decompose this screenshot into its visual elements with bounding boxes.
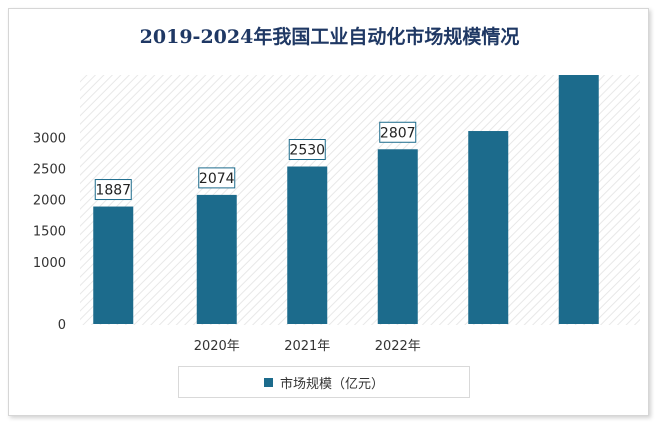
legend-swatch	[263, 377, 273, 387]
y-tick-label: 0	[58, 318, 66, 333]
bar	[468, 131, 509, 324]
y-tick-label: 2500	[33, 162, 66, 177]
chart-title: 2019-2024年我国工业自动化市场规模情况	[139, 26, 520, 48]
y-tick-label: 2000	[33, 194, 66, 209]
data-label-box	[379, 121, 417, 143]
data-label-box	[94, 179, 132, 201]
x-tick-label: 2022年	[375, 339, 421, 354]
x-tick-label: 2020年	[194, 339, 240, 354]
legend: 市场规模（亿元）	[178, 366, 470, 398]
bar	[377, 149, 418, 324]
data-label: 2530	[289, 143, 325, 159]
data-label: 2807	[380, 125, 416, 141]
legend-label: 市场规模（亿元）	[279, 376, 384, 392]
y-tick-label: 1000	[33, 256, 66, 271]
data-label-box	[198, 167, 236, 189]
data-label: 1887	[95, 183, 131, 199]
x-tick-label: 2021年	[284, 339, 330, 354]
bar	[196, 194, 237, 324]
y-tick-label: 3000	[33, 131, 66, 146]
data-label: 2074	[199, 171, 235, 187]
plot-area	[80, 75, 640, 325]
data-label-box	[288, 139, 326, 161]
bar	[558, 75, 599, 324]
bar	[287, 166, 328, 324]
y-tick-label: 1500	[33, 225, 66, 240]
bar	[93, 206, 134, 324]
